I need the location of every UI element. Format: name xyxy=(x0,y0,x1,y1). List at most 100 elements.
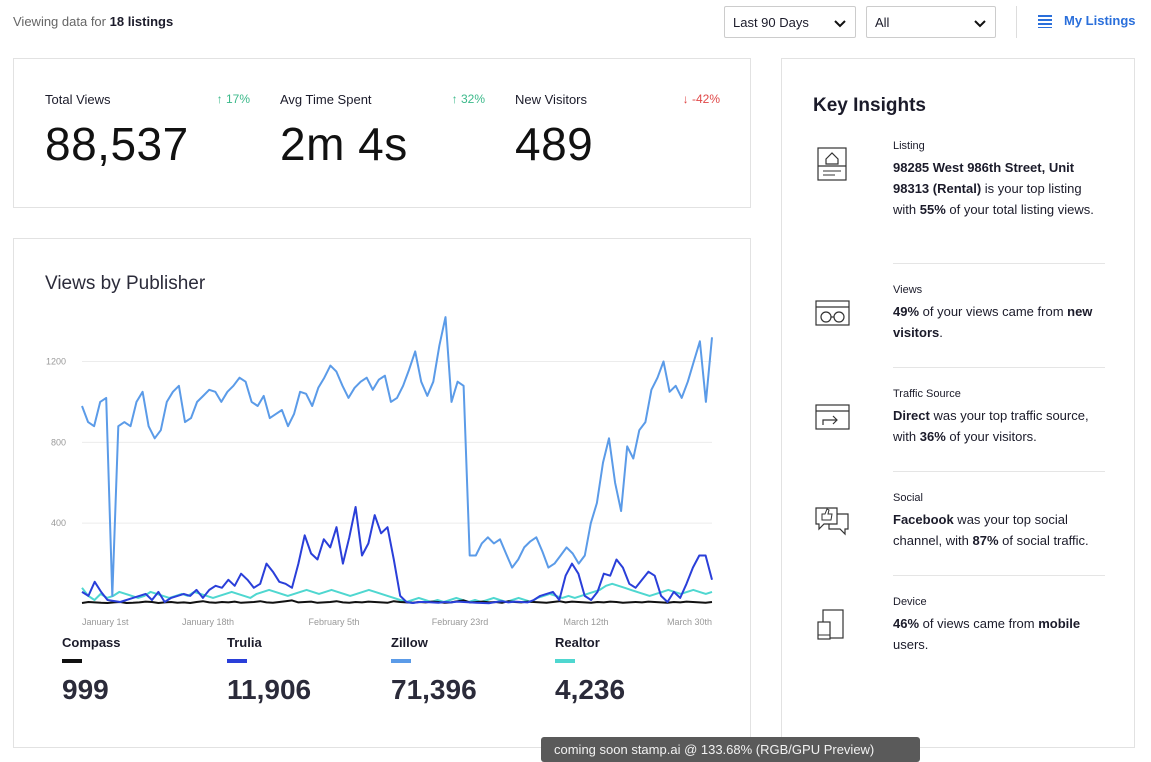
insight-text: 49% of your views came from new visitors… xyxy=(893,301,1105,343)
series-line-realtor xyxy=(81,582,713,603)
insight-highlight: new visitors xyxy=(893,304,1093,340)
stat-new-visitors: New Visitors ↓ -42% 489 xyxy=(515,92,720,171)
legend-trulia: Trulia 11,906 xyxy=(227,635,367,706)
insight-views: Views 49% of your views came from new vi… xyxy=(813,284,1105,343)
insight-category: Device xyxy=(893,596,927,608)
insight-category: Views xyxy=(893,284,923,296)
x-tick-label: March 12th xyxy=(563,617,608,627)
legend-name: Zillow xyxy=(391,635,428,650)
x-tick-label: January 1st xyxy=(82,617,129,627)
viewing-prefix: Viewing data for xyxy=(13,14,106,29)
key-insights-card: Key Insights Listing 98285 West 986th St… xyxy=(781,58,1135,748)
legend-name: Compass xyxy=(62,635,121,650)
stat-avg-time: Avg Time Spent ↑ 32% 2m 4s xyxy=(280,92,485,171)
insight-highlight: 55% xyxy=(919,202,946,217)
series-line-compass xyxy=(81,599,713,604)
insight-text: Facebook was your top social channel, wi… xyxy=(893,509,1105,551)
insight-highlight: 49% xyxy=(893,304,920,319)
thumbs-up-chat-icon xyxy=(815,507,849,536)
date-range-value: Last 90 Days xyxy=(733,15,809,30)
y-tick-label: 800 xyxy=(51,437,66,447)
legend-realtor: Realtor 4,236 xyxy=(555,635,695,706)
stat-change: ↑ 32% xyxy=(451,92,485,106)
stat-total-views: Total Views ↑ 17% 88,537 xyxy=(45,92,250,171)
insight-category: Social xyxy=(893,492,923,504)
divider xyxy=(893,263,1105,264)
insight-highlight: mobile xyxy=(1038,616,1081,631)
top-bar: Viewing data for 18 listings Last 90 Day… xyxy=(0,0,1151,44)
divider xyxy=(893,575,1105,576)
insight-fragment: of your total listing views. xyxy=(945,202,1094,217)
legend-zillow: Zillow 71,396 xyxy=(391,635,531,706)
y-tick-label: 1200 xyxy=(46,357,66,367)
y-tick-label: 400 xyxy=(51,518,66,528)
legend-name: Realtor xyxy=(555,635,600,650)
insight-highlight: 46% xyxy=(893,616,920,631)
stat-value: 88,537 xyxy=(45,118,189,170)
stat-change: ↑ 17% xyxy=(216,92,250,106)
insight-highlight: 87% xyxy=(972,533,999,548)
insight-highlight: 98285 West 986th Street, Unit 98313 (Ren… xyxy=(893,160,1075,196)
insight-highlight: 36% xyxy=(919,429,946,444)
x-tick-label: January 18th xyxy=(182,617,234,627)
date-range-select[interactable]: Last 90 Days xyxy=(724,6,856,38)
insight-listing: Listing 98285 West 986th Street, Unit 98… xyxy=(813,140,1105,220)
my-listings-link[interactable]: My Listings xyxy=(1038,13,1136,28)
x-tick-label: February 23rd xyxy=(432,617,489,627)
legend-swatch xyxy=(62,659,82,663)
views-chart: 400 800 1200 January 1st January 18th Februar… xyxy=(46,316,713,627)
stat-change: ↓ -42% xyxy=(682,92,720,106)
legend-swatch xyxy=(391,659,411,663)
glasses-icon xyxy=(815,300,850,326)
insight-traffic-source: Traffic Source Direct was your top traff… xyxy=(813,388,1105,447)
legend-swatch xyxy=(555,659,575,663)
insights-title: Key Insights xyxy=(813,95,926,116)
filter-value: All xyxy=(875,15,890,30)
insight-category: Listing xyxy=(893,140,925,152)
insight-fragment: was your top social channel, with xyxy=(893,512,1068,548)
insight-fragment: was your top traffic source, with xyxy=(893,408,1089,444)
x-tick-label: February 5th xyxy=(308,617,359,627)
traffic-arrow-icon xyxy=(815,404,850,430)
divider xyxy=(893,471,1105,472)
insight-fragment: users. xyxy=(893,637,929,652)
series-line-trulia xyxy=(81,506,713,605)
legend-total: 999 xyxy=(62,674,109,705)
series-line-zillow xyxy=(81,316,713,597)
my-listings-label: My Listings xyxy=(1064,13,1136,28)
views-by-publisher-card: Views by Publisher 400 800 1200 January 1st… xyxy=(13,238,751,748)
chevron-down-icon xyxy=(974,20,986,28)
insight-category: Traffic Source xyxy=(893,388,961,400)
legend-total: 71,396 xyxy=(391,674,477,705)
insight-fragment: is your top listing with xyxy=(893,181,1082,217)
x-tick-label: March 30th xyxy=(667,617,712,627)
chevron-down-icon xyxy=(834,20,846,28)
legend-compass: Compass 999 xyxy=(62,635,202,706)
devices-icon xyxy=(817,609,844,640)
stats-card: Total Views ↑ 17% 88,537 Avg Time Spent … xyxy=(13,58,751,208)
listing-count: 18 listings xyxy=(109,14,174,29)
stat-label: New Visitors xyxy=(515,92,588,107)
insight-fragment: of social traffic. xyxy=(998,533,1089,548)
legend-total: 4,236 xyxy=(555,674,626,705)
insight-text: Direct was your top traffic source, with… xyxy=(893,405,1105,447)
filter-select[interactable]: All xyxy=(866,6,996,38)
house-listing-icon xyxy=(817,147,847,181)
insight-text: 98285 West 986th Street, Unit 98313 (Ren… xyxy=(893,157,1105,220)
insight-text: 46% of views came from mobile users. xyxy=(893,613,1105,655)
insight-fragment: of views came from xyxy=(919,616,1039,631)
legend-swatch xyxy=(227,659,247,663)
insight-social: Social Facebook was your top social chan… xyxy=(813,492,1105,551)
list-icon xyxy=(1038,14,1052,28)
stat-value: 489 xyxy=(515,118,594,170)
chart-title: Views by Publisher xyxy=(45,273,206,294)
insight-fragment: . xyxy=(939,325,943,340)
viewing-summary: Viewing data for 18 listings xyxy=(13,14,173,29)
divider xyxy=(1016,6,1017,38)
insight-fragment: of your views came from xyxy=(919,304,1068,319)
legend-name: Trulia xyxy=(227,635,262,650)
insight-fragment: of your visitors. xyxy=(945,429,1037,444)
insight-highlight: Facebook xyxy=(893,512,954,527)
status-toast: coming soon stamp.ai @ 133.68% (RGB/GPU … xyxy=(541,737,920,762)
legend-total: 11,906 xyxy=(227,674,312,705)
